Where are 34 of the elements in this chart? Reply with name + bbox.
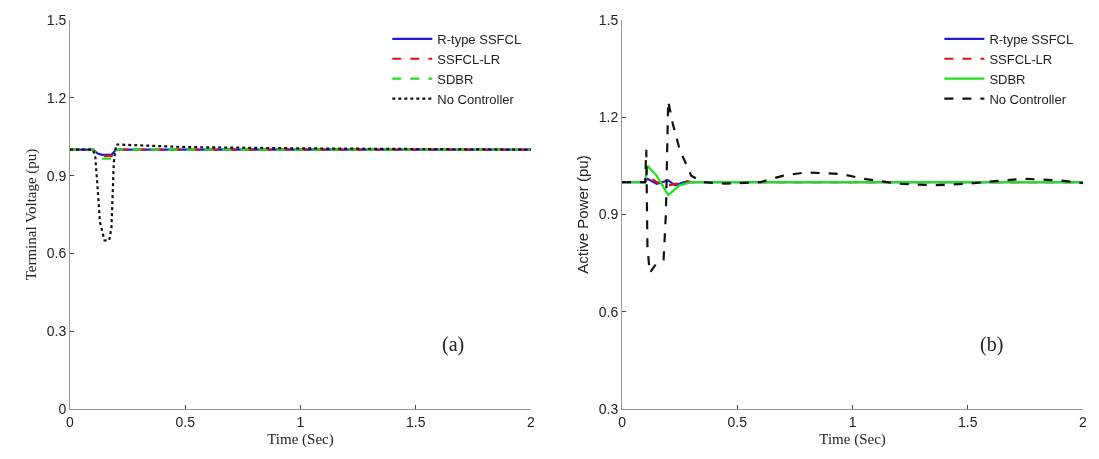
y-axis-title: Terminal Voltage (pu) (22, 148, 40, 281)
y-tick-label: 1.2 (598, 109, 619, 126)
legend-label: SDBR (989, 71, 1026, 87)
legend-label: No Controller (989, 91, 1067, 107)
line-series (70, 143, 531, 242)
y-tick-label: 0.9 (598, 206, 619, 223)
y-tick-label: 0 (58, 400, 67, 417)
y-axis-title: Active Power (pu) (574, 155, 592, 274)
legend-label: R-type SSFCL (437, 31, 522, 47)
y-tick-label: 1.5 (598, 11, 619, 28)
x-axis-title: Time (Sec) (267, 430, 334, 448)
x-tick-label: 2 (1079, 413, 1088, 430)
y-tick-label: 0.3 (46, 323, 67, 340)
legend-label: R-type SSFCL (989, 31, 1074, 47)
y-tick-label: 0.3 (598, 400, 619, 417)
x-tick-label: 1 (296, 413, 305, 430)
x-tick-label: 0.5 (727, 413, 748, 430)
x-tick-label: 1 (848, 413, 857, 430)
x-tick-label: 1.5 (958, 413, 978, 430)
x-tick-label: 2 (527, 413, 536, 430)
legend-label: SSFCL-LR (989, 51, 1053, 67)
legend-label: No Controller (437, 91, 515, 107)
x-tick-label: 1.5 (405, 413, 426, 430)
y-tick-label: 1.2 (46, 89, 67, 106)
legend-label: SSFCL-LR (437, 51, 501, 67)
legend-label: SDBR (437, 71, 474, 87)
y-tick-label: 0.6 (598, 303, 619, 320)
y-tick-label: 0.6 (46, 245, 67, 262)
annotation: (b) (980, 333, 1004, 356)
annotation: (a) (442, 333, 465, 356)
x-axis-title: Time (Sec) (819, 430, 886, 448)
x-tick-label: 0.5 (175, 413, 196, 430)
y-tick-label: 0.9 (46, 167, 67, 184)
y-tick-label: 1.5 (46, 11, 67, 28)
